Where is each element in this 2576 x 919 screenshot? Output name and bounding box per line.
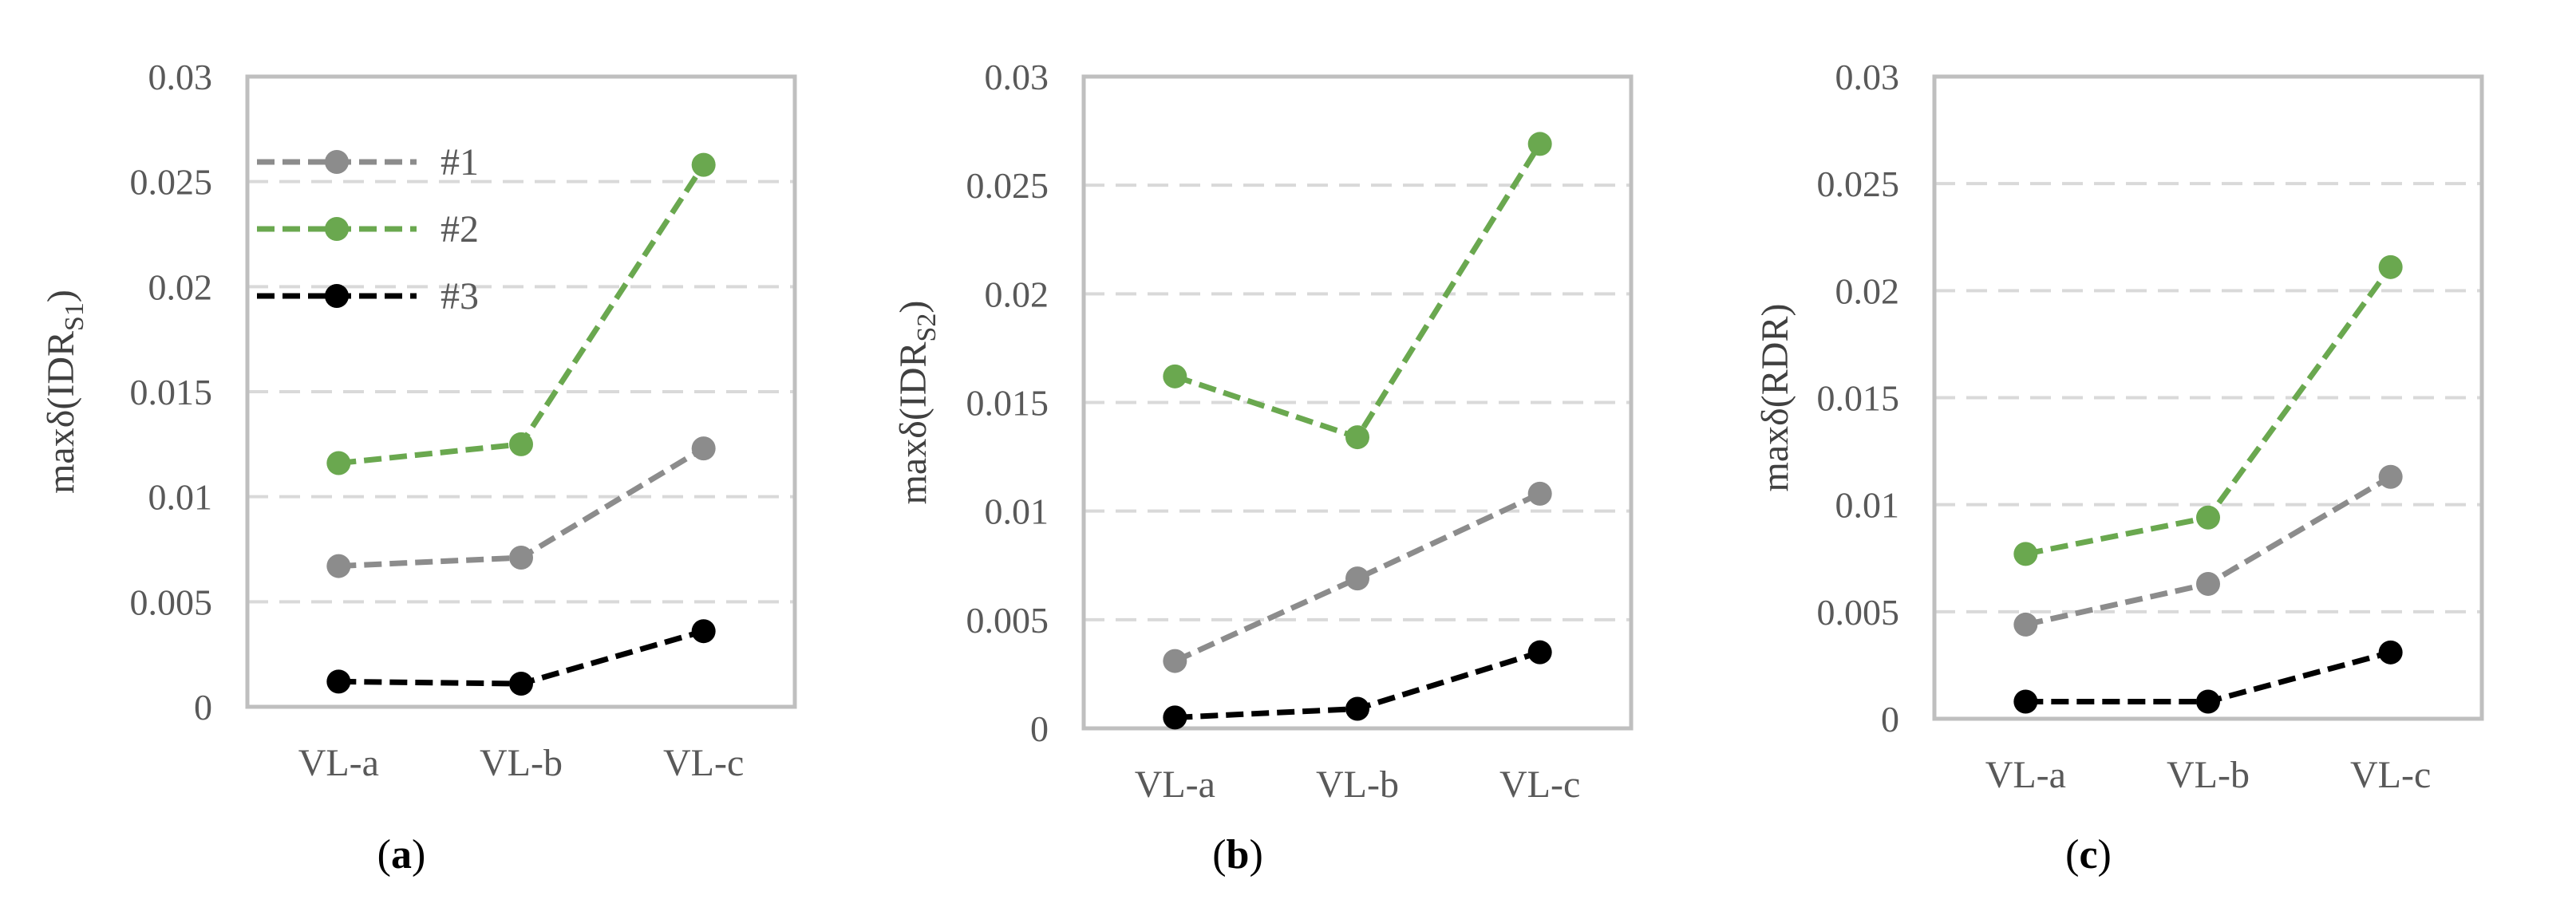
x-tick-label: VL-b	[480, 742, 563, 784]
legend-label: #2	[441, 208, 479, 250]
y-tick-label: 0.01	[1835, 485, 1900, 526]
y-tick-label: 0.015	[130, 372, 213, 412]
legend-marker	[325, 217, 349, 241]
y-tick-label: 0.02	[1835, 270, 1900, 311]
data-point	[2196, 571, 2220, 596]
data-point	[1163, 649, 1187, 673]
x-tick-label: VL-b	[2167, 754, 2250, 796]
data-point	[1345, 566, 1369, 591]
x-tick-label: VL-c	[1499, 763, 1580, 806]
data-point	[1527, 132, 1552, 156]
data-point	[2196, 689, 2220, 714]
data-point	[326, 669, 351, 694]
plot-frame	[1081, 74, 1634, 731]
x-tick-label: VL-a	[298, 742, 379, 784]
chart-panel-b: 0 0.005 0.01 0.015 0.02 0.025 0.03 VL-a VL-b VL-c…	[892, 57, 1634, 878]
legend-label: #3	[441, 275, 479, 318]
y-tick-label: 0.01	[148, 477, 213, 518]
chart-panel-a: 0 0.005 0.01 0.015 0.02 0.025 0.03 VL-a VL-b VL-c…	[40, 57, 797, 878]
data-point	[2013, 689, 2038, 714]
y-tick-label: 0.025	[966, 165, 1049, 206]
data-point	[509, 432, 533, 456]
x-tick-label: VL-a	[1135, 763, 1215, 806]
y-tick-label: 0.01	[985, 491, 1049, 532]
data-point	[509, 672, 533, 696]
panel-caption: (b)	[1212, 832, 1263, 878]
x-tick-label: VL-b	[1316, 763, 1399, 806]
panel-caption: (c)	[2065, 832, 2112, 878]
data-point	[1163, 705, 1187, 730]
y-tick-label: 0	[194, 687, 212, 728]
data-point	[691, 436, 716, 461]
y-tick-label: 0	[1881, 699, 1899, 740]
data-point	[691, 152, 716, 177]
data-point	[1345, 696, 1369, 721]
data-point	[2378, 640, 2403, 665]
data-point	[509, 546, 533, 570]
data-point	[326, 451, 351, 475]
y-tick-label: 0.03	[148, 57, 213, 97]
plot-frame	[245, 74, 797, 709]
y-axis-label: maxδ(IDRS2)	[892, 301, 942, 505]
x-tick-label: VL-a	[1985, 754, 2066, 796]
y-tick-label: 0.005	[1817, 592, 1900, 633]
y-tick-label: 0.025	[130, 162, 213, 203]
x-tick-label: VL-c	[2350, 754, 2431, 796]
legend-marker	[325, 150, 349, 174]
series-line-2	[1174, 142, 1543, 441]
data-point	[326, 554, 351, 578]
y-tick-label: 0.015	[966, 383, 1049, 424]
y-tick-label: 0.005	[130, 582, 213, 622]
y-tick-label: 0.005	[966, 600, 1049, 641]
data-point	[2196, 505, 2220, 530]
data-point	[2013, 612, 2038, 637]
data-point	[2378, 464, 2403, 489]
y-axis-label: maxδ(IDRS1)	[40, 290, 89, 494]
y-tick-label: 0.015	[1817, 378, 1900, 419]
legend-label: #1	[441, 141, 479, 183]
plot-frame	[1932, 74, 2484, 721]
legend: #1 #2 #3	[257, 141, 479, 318]
panel-caption: (a)	[377, 832, 426, 878]
data-point	[1527, 640, 1552, 665]
y-tick-label: 0.02	[148, 266, 213, 307]
data-point	[691, 619, 716, 644]
data-point	[2013, 542, 2038, 566]
data-point	[1163, 364, 1187, 389]
data-point	[1345, 425, 1369, 450]
chart-panel-c: 0 0.005 0.01 0.015 0.02 0.025 0.03 VL-a VL-b VL-c…	[1754, 57, 2484, 878]
y-tick-label: 0.03	[1835, 57, 1900, 97]
y-tick-label: 0.03	[985, 57, 1049, 97]
data-point	[2378, 254, 2403, 279]
data-point	[1527, 481, 1552, 506]
y-tick-label: 0	[1030, 708, 1049, 749]
y-axis-label: maxδ(RDR)	[1754, 304, 1796, 492]
series-line-1	[2025, 474, 2392, 628]
series-line-2	[338, 163, 706, 467]
series-line-1	[1173, 491, 1542, 664]
legend-marker	[325, 284, 349, 308]
y-tick-label: 0.025	[1817, 164, 1900, 204]
y-tick-label: 0.02	[985, 274, 1049, 314]
x-tick-label: VL-c	[663, 742, 744, 784]
